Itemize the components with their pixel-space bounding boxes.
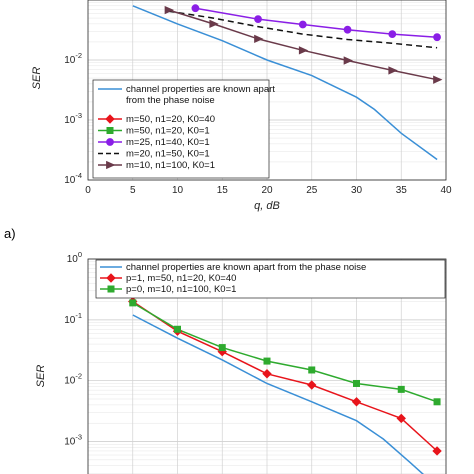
legend-label-3: m=25, n1=40, K0=1 — [126, 137, 210, 148]
x-tick-label: 30 — [351, 185, 363, 196]
legend-marker-2 — [106, 127, 114, 134]
series-line-2 — [132, 302, 438, 403]
y-tick-labels-top: 10-4 10-3 10-2 — [64, 51, 82, 186]
legend-label-0: from the phase noise — [126, 95, 215, 106]
data-point-1-7 — [432, 446, 442, 456]
legend-marker-1 — [105, 114, 115, 124]
legend-box-top — [92, 79, 270, 179]
series-line-4 — [168, 10, 438, 49]
x-tick-label: 20 — [261, 185, 273, 196]
panel-bottom: 10-3 10-2 10-1 100 SER channel properties a… — [35, 250, 447, 474]
data-point-5-1 — [209, 19, 219, 29]
legend-label-2: m=50, n1=20, K0=1 — [126, 126, 210, 137]
data-point-5-6 — [433, 75, 443, 84]
panel-top: 0 5 10 15 20 25 30 35 40 10-410-310-2 q, dB SER … — [31, 0, 452, 212]
data-point-2-2 — [218, 344, 226, 352]
y-axis-label-top: SER — [31, 67, 43, 90]
y-tick-label: 10-4 — [64, 171, 82, 186]
data-point-2-7 — [433, 398, 441, 406]
data-point-2-0 — [129, 299, 137, 307]
y-tick-label: 10-1 — [64, 311, 82, 326]
data-point-3-3 — [343, 25, 352, 34]
data-point-5-3 — [298, 46, 309, 55]
x-tick-label: 15 — [217, 185, 229, 196]
data-point-2-3 — [263, 357, 271, 365]
series-line-1 — [132, 300, 438, 452]
data-point-1-6 — [396, 413, 406, 424]
y-tick-label: 10-3 — [64, 111, 82, 126]
data-point-3-0 — [191, 4, 200, 13]
data-point-1-4 — [307, 380, 317, 390]
data-point-5-0 — [164, 5, 174, 15]
plot-frame-top — [87, 0, 447, 181]
legend-label-0: channel properties are known apart — [126, 84, 275, 95]
x-tick-label: 10 — [172, 185, 184, 196]
data-point-3-5 — [433, 33, 441, 42]
data-point-2-1 — [174, 325, 181, 333]
y-tick-label: 10-3 — [64, 433, 82, 448]
x-tick-label: 0 — [85, 185, 91, 196]
legend-marker-5 — [106, 160, 116, 170]
legend-box-bottom — [95, 259, 446, 299]
data-point-3-4 — [388, 30, 397, 39]
x-axis-label-top: q, dB — [254, 200, 280, 212]
data-point-3-2 — [298, 20, 307, 29]
series-line-0 — [132, 314, 424, 474]
x-tick-label: 35 — [396, 185, 408, 196]
data-point-1-3 — [262, 369, 272, 379]
data-point-5-2 — [254, 34, 264, 44]
data-point-5-5 — [388, 66, 398, 75]
series-line-3 — [195, 7, 438, 38]
y-tick-labels-bottom: 10-3 10-2 10-1 100 — [64, 250, 82, 448]
y-tick-label: 10-2 — [64, 51, 82, 66]
series-lines-bottom — [132, 300, 438, 474]
x-tick-label: 25 — [306, 185, 318, 196]
y-tick-label: 100 — [67, 250, 82, 265]
data-point-2-5 — [353, 379, 360, 387]
legend-marker-2 — [107, 285, 115, 293]
y-axis-label-bottom: SER — [35, 365, 47, 388]
legend-label-2: p=0, m=10, n1=100, K0=1 — [126, 284, 236, 295]
plot-frame-bottom — [87, 258, 447, 474]
legend-marker-1 — [106, 273, 116, 283]
data-point-1-5 — [351, 397, 362, 407]
series-markers-top — [164, 4, 443, 84]
x-tick-label: 40 — [440, 185, 452, 196]
series-line-0 — [132, 5, 438, 161]
panel-label-a: a) — [4, 226, 16, 241]
legend-label-4: m=20, n1=50, K0=1 — [126, 149, 210, 160]
data-point-2-6 — [397, 385, 405, 393]
legend-bottom: channel properties are known apart from … — [95, 259, 446, 299]
data-point-5-4 — [343, 56, 353, 65]
data-point-2-4 — [308, 366, 316, 374]
legend-label-1: p=1, m=50, n1=20, K0=40 — [126, 273, 236, 284]
legend-label-5: m=10, n1=100, K0=1 — [126, 160, 215, 171]
legend-label-1: m=50, n1=20, K0=40 — [126, 114, 215, 125]
y-tick-label: 10-2 — [64, 372, 82, 387]
legend-label-0: channel properties are known apart from … — [126, 262, 366, 273]
series-markers-bottom — [128, 296, 442, 456]
legend-marker-3 — [106, 138, 114, 146]
x-tick-label: 5 — [130, 185, 136, 196]
x-tick-labels-top: 0 5 10 15 20 25 30 35 40 — [85, 185, 452, 196]
data-point-3-1 — [254, 15, 262, 24]
